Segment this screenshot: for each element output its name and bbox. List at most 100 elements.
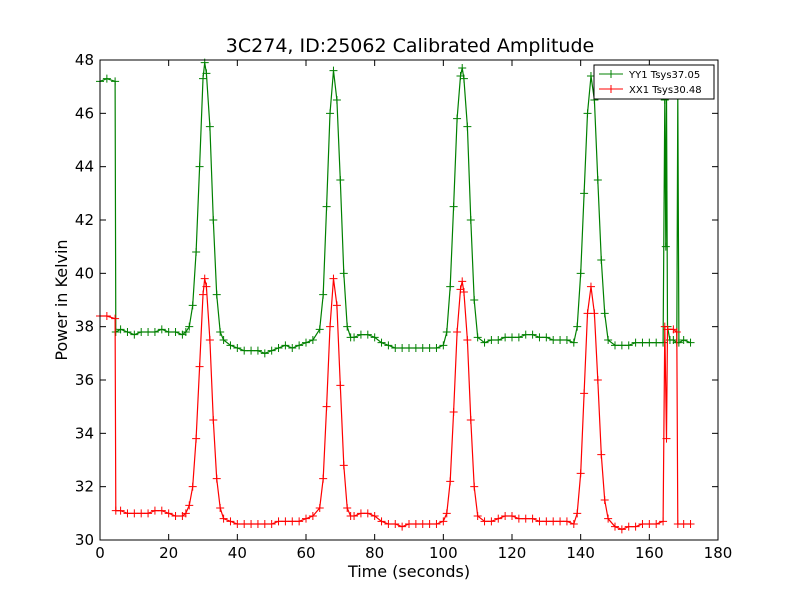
data-point xyxy=(439,517,448,526)
data-point xyxy=(521,330,530,339)
data-point xyxy=(192,248,201,256)
data-point xyxy=(659,338,668,347)
data-point xyxy=(123,509,132,518)
data-point xyxy=(322,402,331,411)
x-tick-label: 80 xyxy=(365,544,384,562)
data-point xyxy=(494,336,503,344)
data-point xyxy=(463,122,472,131)
data-point xyxy=(144,509,153,518)
data-point xyxy=(308,336,317,344)
x-tick-label: 160 xyxy=(635,544,664,562)
data-point xyxy=(332,301,341,310)
data-point xyxy=(473,333,482,342)
data-point xyxy=(459,74,468,83)
data-point xyxy=(336,381,345,390)
data-point xyxy=(604,336,613,344)
data-point xyxy=(549,517,558,526)
data-point xyxy=(171,512,180,520)
data-point xyxy=(202,282,211,291)
data-point xyxy=(458,64,467,72)
data-point xyxy=(150,506,159,515)
data-point xyxy=(319,474,328,483)
data-point xyxy=(370,333,379,342)
data-point xyxy=(449,408,458,416)
data-point xyxy=(405,344,413,352)
data-point xyxy=(260,520,269,528)
data-point xyxy=(679,520,688,528)
data-point xyxy=(226,517,235,526)
data-point xyxy=(674,338,683,347)
data-point xyxy=(212,290,221,299)
data-point xyxy=(453,328,462,336)
data-point xyxy=(535,333,544,342)
x-tick-label: 140 xyxy=(566,544,595,562)
data-point xyxy=(624,522,633,531)
data-point xyxy=(116,325,125,334)
data-point xyxy=(463,336,472,344)
data-point xyxy=(459,288,468,296)
data-point xyxy=(611,341,619,350)
x-tick-label: 100 xyxy=(429,544,458,562)
data-point xyxy=(363,330,372,339)
data-point xyxy=(576,469,585,478)
x-tick-label: 120 xyxy=(498,544,527,562)
data-point xyxy=(562,336,571,344)
data-point xyxy=(185,501,194,510)
data-point xyxy=(326,322,335,331)
data-point xyxy=(240,346,249,355)
data-point xyxy=(216,328,225,336)
data-point xyxy=(302,338,310,347)
data-point xyxy=(322,202,331,211)
data-point xyxy=(638,338,647,347)
data-point xyxy=(281,341,290,350)
data-point xyxy=(487,517,496,526)
data-point xyxy=(315,325,324,334)
data-point xyxy=(411,344,420,352)
data-point xyxy=(350,333,359,342)
data-point xyxy=(501,333,510,342)
data-point xyxy=(586,282,595,291)
data-point xyxy=(535,517,544,526)
plot-frame xyxy=(99,59,719,541)
data-point xyxy=(157,506,166,515)
y-tick-label: 46 xyxy=(75,104,94,122)
x-axis-label: Time (seconds) xyxy=(347,562,470,581)
data-point xyxy=(281,517,290,526)
data-point xyxy=(442,328,451,336)
data-point xyxy=(600,309,609,318)
data-point xyxy=(102,74,111,83)
data-point xyxy=(617,525,626,534)
data-point xyxy=(144,328,153,336)
data-point xyxy=(274,517,283,526)
data-point xyxy=(377,517,386,526)
data-point xyxy=(370,512,379,520)
data-point xyxy=(494,514,503,523)
series-1 xyxy=(96,274,695,534)
data-point xyxy=(580,389,589,398)
data-point xyxy=(652,338,661,347)
data-point xyxy=(645,520,654,528)
data-point xyxy=(638,520,647,528)
y-tick-label: 32 xyxy=(75,478,94,496)
legend-marker-yy1 xyxy=(607,70,615,78)
data-point xyxy=(542,333,551,342)
data-point xyxy=(137,328,146,336)
x-tick-label: 180 xyxy=(704,544,733,562)
data-point xyxy=(470,296,479,304)
data-point xyxy=(573,322,582,331)
y-tick-label: 42 xyxy=(75,211,94,229)
data-point xyxy=(556,336,565,344)
data-point xyxy=(659,517,668,526)
data-point xyxy=(199,74,207,83)
data-point xyxy=(260,349,269,358)
data-point xyxy=(604,514,613,523)
data-point xyxy=(508,512,516,520)
data-point xyxy=(501,512,510,520)
data-point xyxy=(363,509,372,518)
data-point xyxy=(226,341,235,350)
data-point xyxy=(597,450,606,459)
data-point xyxy=(199,290,207,299)
data-point xyxy=(164,509,173,518)
data-point xyxy=(453,114,462,123)
